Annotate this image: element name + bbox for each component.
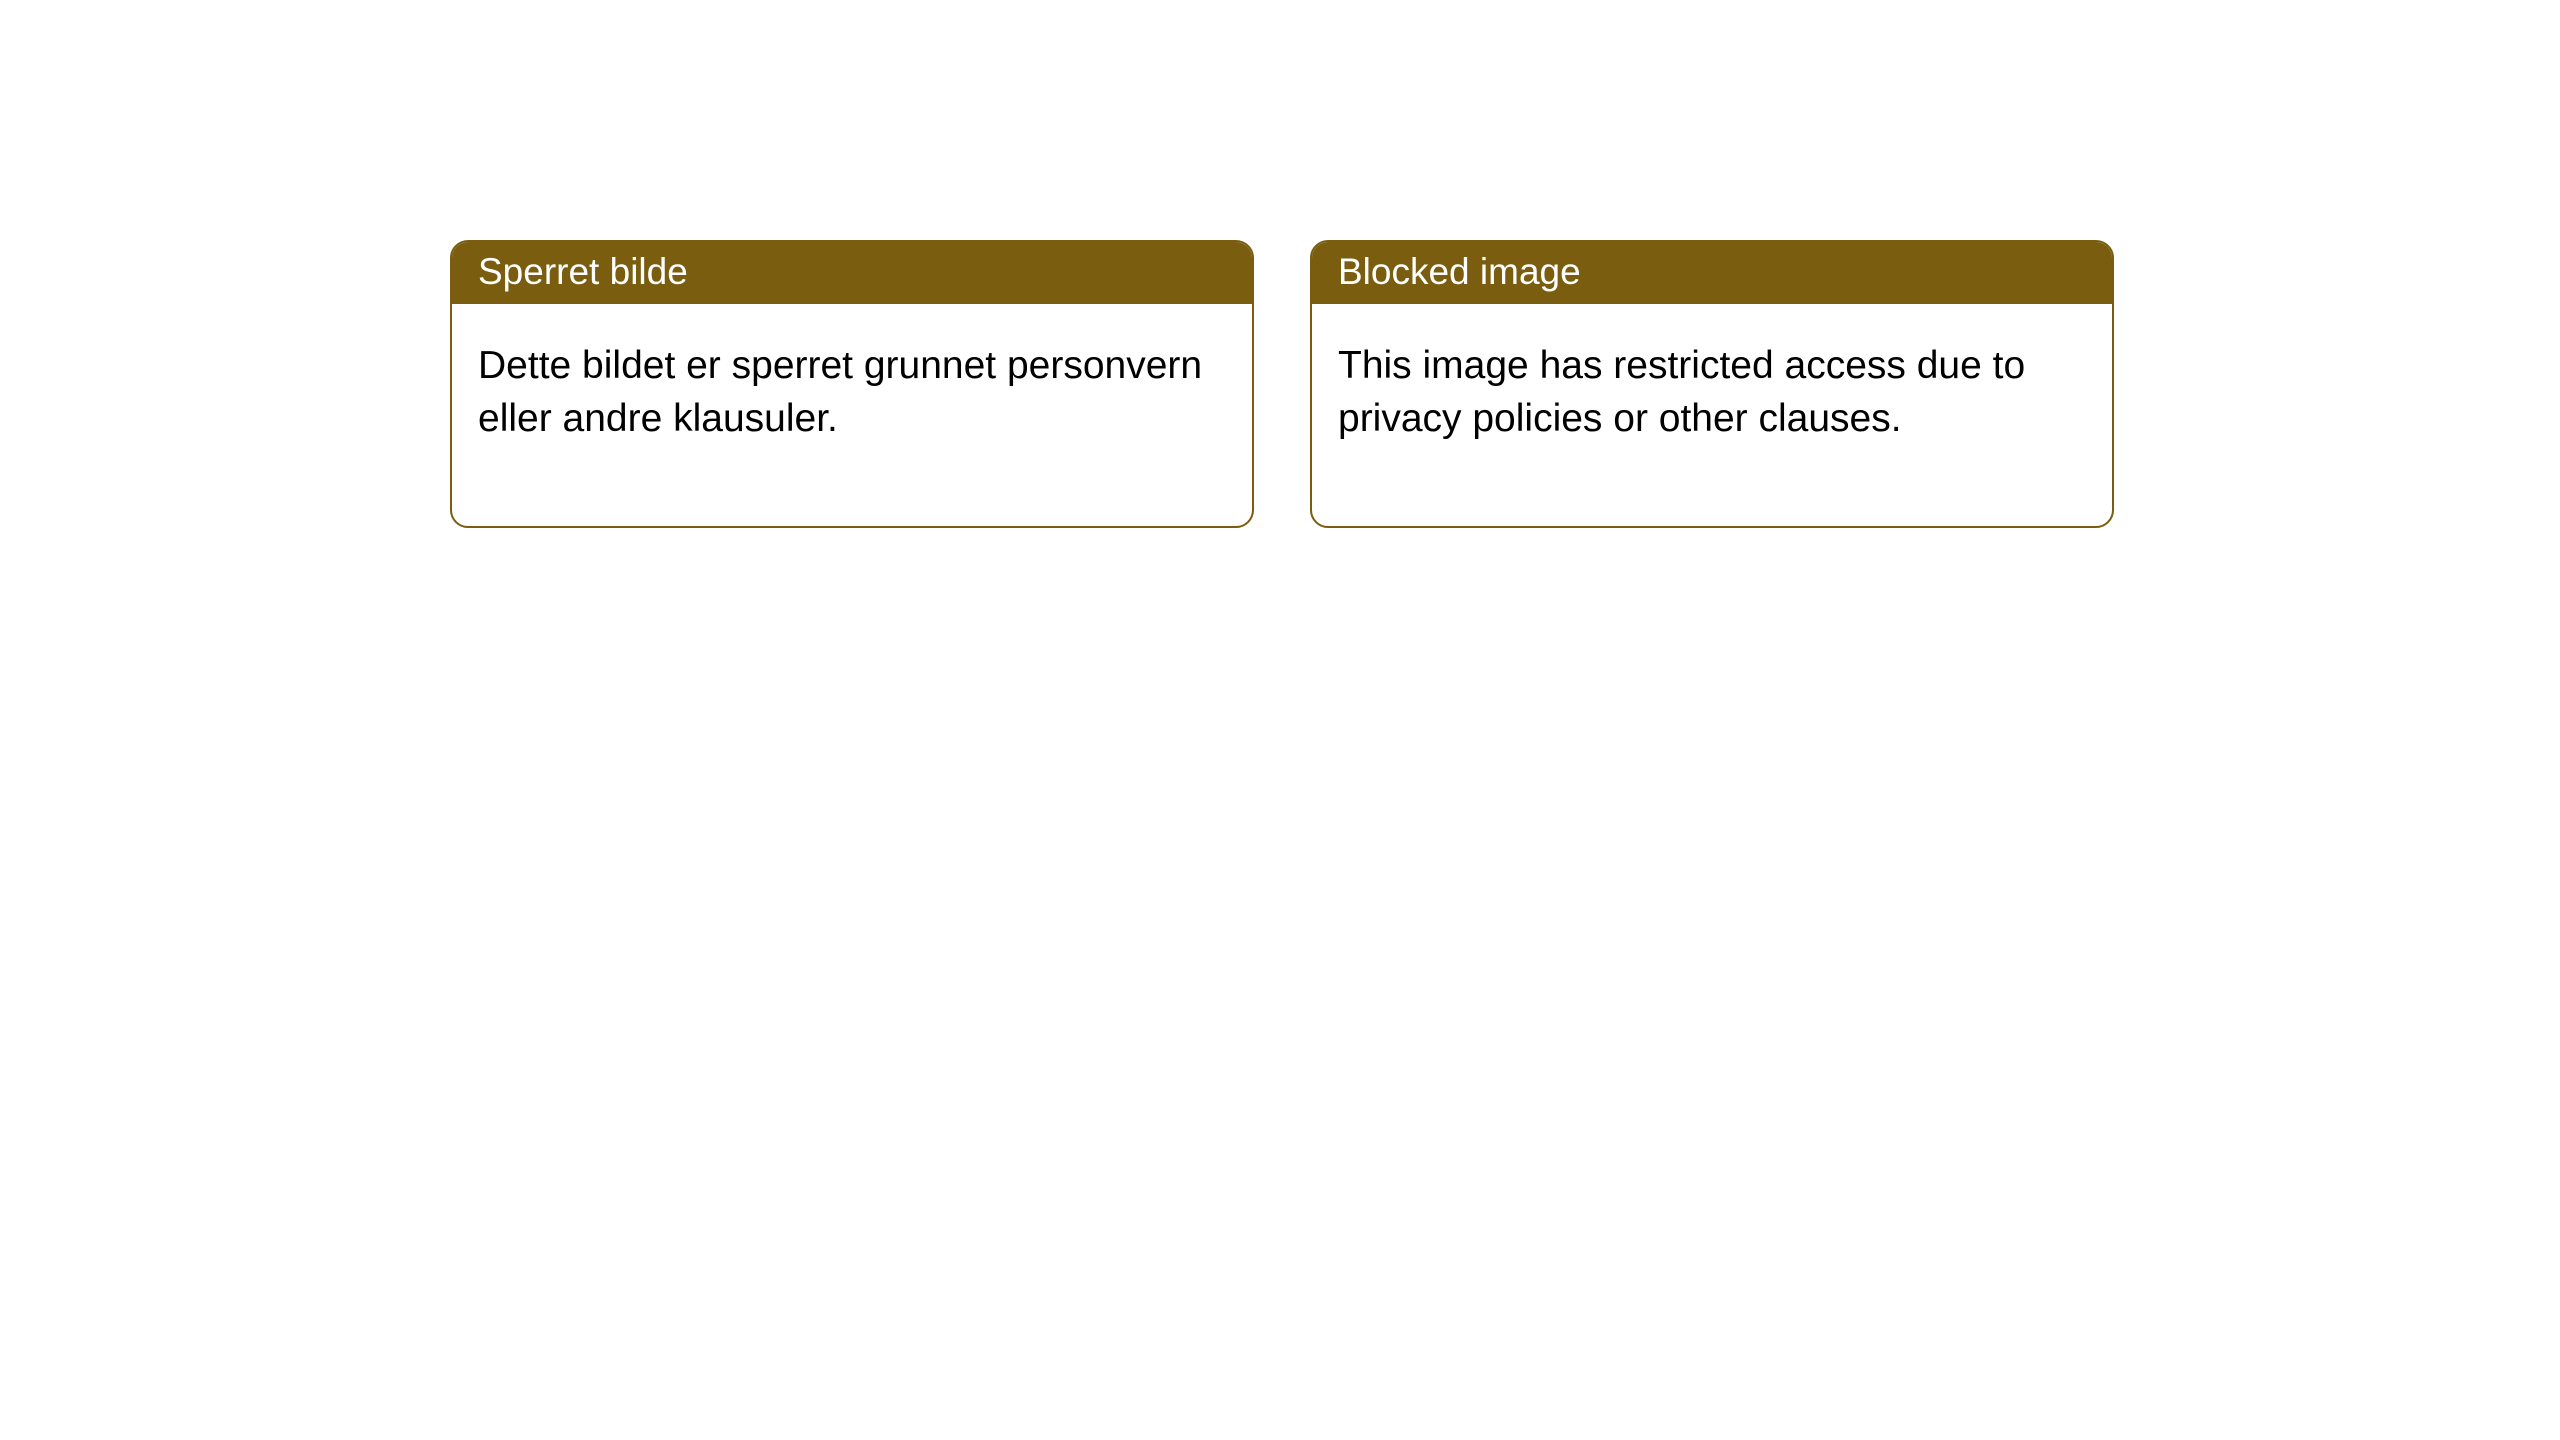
notice-body: Dette bildet er sperret grunnet personve… <box>452 304 1252 525</box>
notice-box-norwegian: Sperret bilde Dette bildet er sperret gr… <box>450 240 1254 528</box>
notice-container: Sperret bilde Dette bildet er sperret gr… <box>450 240 2114 528</box>
notice-box-english: Blocked image This image has restricted … <box>1310 240 2114 528</box>
notice-header: Sperret bilde <box>452 242 1252 304</box>
notice-header: Blocked image <box>1312 242 2112 304</box>
notice-body: This image has restricted access due to … <box>1312 304 2112 525</box>
